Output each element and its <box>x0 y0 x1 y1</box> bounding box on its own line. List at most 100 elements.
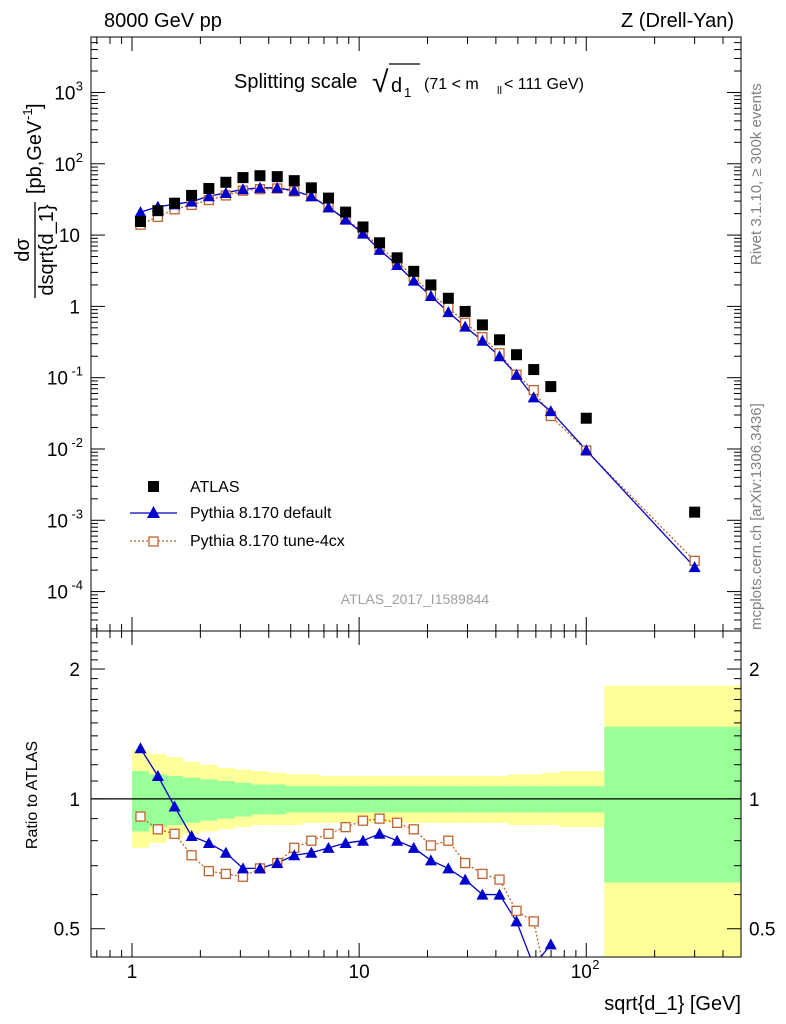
atlas-point <box>528 364 540 376</box>
y-tick-label: 10 <box>47 440 68 461</box>
atlas-point <box>545 381 557 393</box>
default-point <box>253 181 266 193</box>
default-point <box>544 405 557 417</box>
atlas-point <box>391 252 403 264</box>
atlas-point <box>237 172 249 184</box>
default-ratio-point <box>236 862 249 874</box>
ratio-tick-label-left: 2 <box>69 660 80 681</box>
tune-4cx-ratio-point <box>443 835 454 846</box>
default-point <box>510 368 523 380</box>
ylabel-denominator: dsqrt{d_1} <box>36 204 58 296</box>
tune-4cx-ratio-point <box>460 857 471 869</box>
default-ratio-point <box>356 834 369 846</box>
title-sqrt-index: 1 <box>404 85 411 100</box>
band-inner-bin <box>183 777 201 823</box>
y-tick-label: 10 <box>47 369 68 390</box>
default-ratio-point <box>459 873 472 885</box>
y-tick-exponent: -2 <box>71 435 83 450</box>
x-tick-exponent: 2 <box>592 957 599 972</box>
tune-4cx-ratio-point <box>477 868 488 880</box>
tune-4cx-ratio-point <box>528 916 539 927</box>
band-inner-bin <box>604 726 741 883</box>
header-right: Z (Drell-Yan) <box>621 10 734 32</box>
y-tick-exponent: -4 <box>71 578 83 593</box>
default-ratio-point <box>185 830 198 842</box>
y-tick-label: 10 <box>54 155 75 176</box>
y-axis-label-bottom: Ratio to ATLAS <box>24 741 41 849</box>
default-ratio-point <box>288 849 301 861</box>
tune-4cx-ratio-point <box>340 821 351 833</box>
atlas-point <box>442 292 454 304</box>
tune-4cx-ratio-point <box>152 824 164 835</box>
default-point <box>202 190 215 202</box>
legend-atlas-marker <box>148 481 159 492</box>
default-ratio-point <box>528 960 540 971</box>
atlas-point <box>305 182 317 194</box>
tune-4cx-ratio-point <box>169 828 180 839</box>
y-tick-label: 10 <box>59 226 80 247</box>
default-point <box>407 274 420 286</box>
uncertainty-bands <box>91 685 741 957</box>
default-point <box>459 320 472 332</box>
tune-4cx-ratio-point <box>220 868 232 880</box>
legend-default-label: Pythia 8.170 default <box>190 505 332 522</box>
title-sqrt-symbol: √ <box>372 66 389 99</box>
default-point <box>424 289 437 301</box>
default-ratio-point <box>134 742 147 754</box>
atlas-point <box>425 279 437 291</box>
default-ratio-point <box>407 841 420 853</box>
default-point <box>305 190 318 202</box>
title-sub-index: ll <box>497 85 502 97</box>
atlas-point <box>689 506 701 518</box>
title-sqrt-var: d <box>391 75 402 97</box>
y-tick-exponent: 2 <box>76 150 83 165</box>
band-inner-bin <box>149 774 167 828</box>
atlas-point <box>494 334 506 346</box>
atlas-point <box>374 237 386 249</box>
chart-marks <box>134 170 701 1005</box>
tune-4cx-ratio-point <box>237 871 249 882</box>
atlas-point <box>186 189 198 201</box>
atlas-point <box>322 192 334 204</box>
ratio-tick-label-right: 2 <box>749 660 760 681</box>
tune-4cx-ratio-point <box>494 874 505 885</box>
rivet-version-label: Rivet 3.1.10, ≥ 300k events <box>748 83 765 265</box>
default-point <box>476 334 489 346</box>
ratio-marks <box>134 742 557 1005</box>
atlas-point <box>254 170 266 182</box>
ylabel-numerator: dσ <box>12 238 34 262</box>
legend-tune-marker <box>148 536 159 547</box>
bottom-panel-frame <box>90 630 742 958</box>
atlas-point <box>408 265 420 277</box>
default-ratio-point <box>219 846 232 858</box>
tune-4cx-ratio-point <box>374 813 385 824</box>
atlas-point <box>220 176 232 188</box>
default-point <box>322 201 335 213</box>
ylabel-unit-close: ] <box>24 103 46 109</box>
tune-4cx-ratio-point <box>203 865 215 877</box>
atlas-point <box>340 206 352 218</box>
default-point <box>185 195 198 207</box>
legend: ATLAS Pythia 8.170 default Pythia 8.170 … <box>130 479 345 550</box>
band-inner-bin <box>217 781 235 819</box>
legend-default-marker <box>147 506 160 518</box>
atlas-point <box>510 349 522 361</box>
chart-title: Splitting scale √ d 1 (71 < m ll < 111 G… <box>234 63 584 100</box>
y-tick-label: 10 <box>54 83 75 104</box>
band-inner-bin <box>200 779 218 821</box>
atlas-point <box>580 412 592 424</box>
atlas-point <box>134 216 146 228</box>
default-point <box>356 227 369 239</box>
default-point <box>134 206 147 218</box>
y-tick-label: 10 <box>47 511 68 532</box>
tune-4cx-ratio-point <box>546 996 555 1005</box>
ratio-tick-label-right: 1 <box>749 790 760 811</box>
default-point <box>373 243 386 255</box>
default-ratio-point <box>253 862 266 874</box>
y-tick-exponent: 3 <box>76 78 83 93</box>
default-point <box>288 184 301 196</box>
default-point <box>580 444 593 456</box>
x-tick-label: 1 <box>127 962 138 983</box>
legend-atlas-label: ATLAS <box>190 479 240 496</box>
